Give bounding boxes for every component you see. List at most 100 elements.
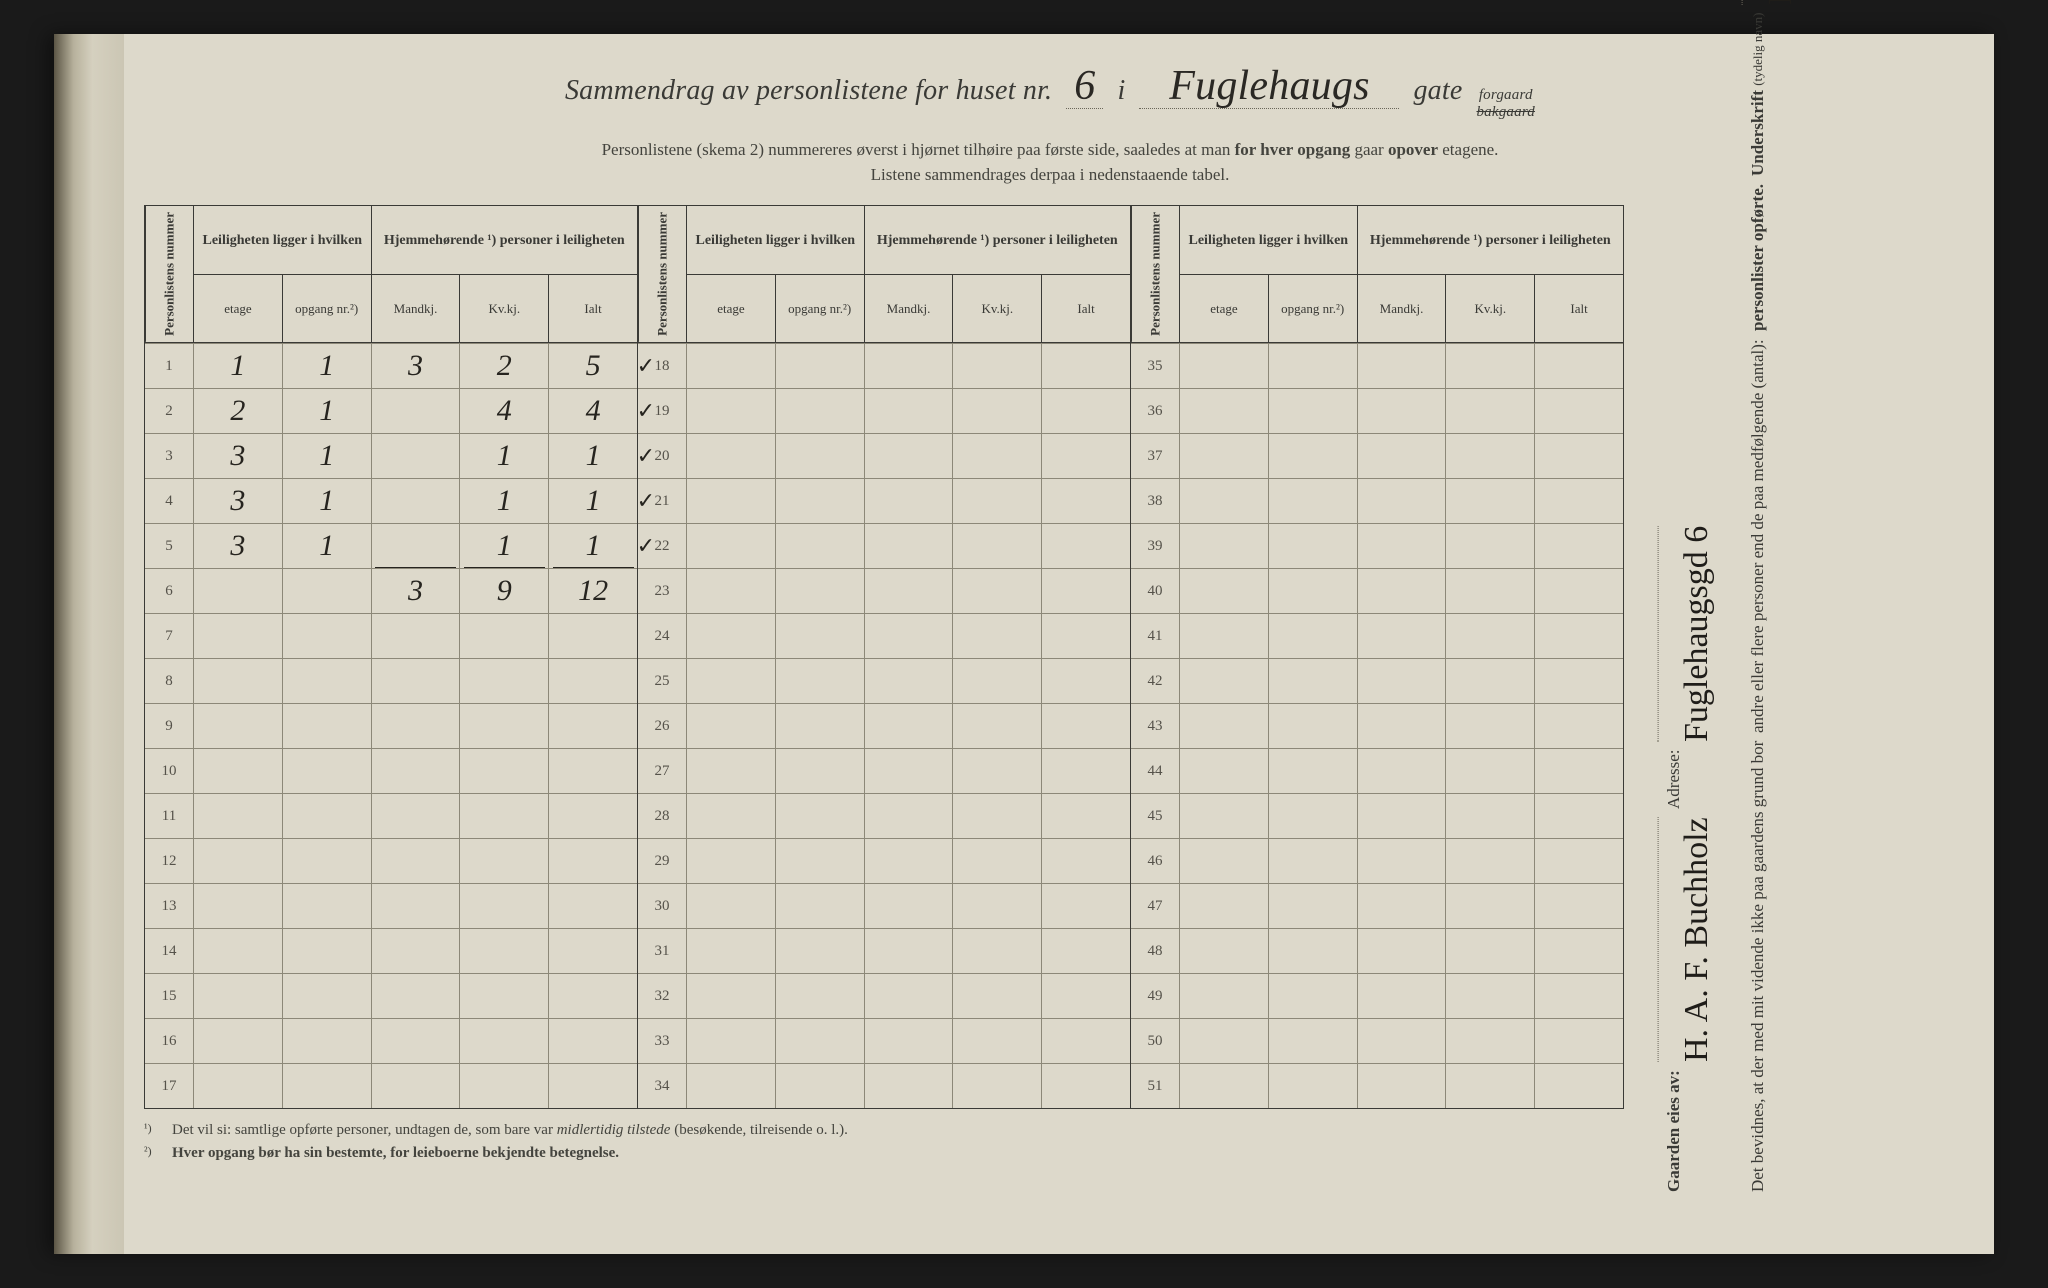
cell-ialt	[1041, 344, 1130, 388]
cell-mand	[1357, 749, 1446, 793]
cell-kv	[1445, 839, 1534, 883]
cell-ialt	[1534, 344, 1623, 388]
cell-opgang	[282, 929, 371, 973]
row-number: 26	[638, 704, 686, 748]
cell-mand	[864, 839, 953, 883]
handwritten-sum: 3	[408, 574, 423, 608]
cell-ialt	[548, 794, 637, 838]
row-number: 35	[1131, 344, 1179, 388]
cell-etage	[686, 704, 775, 748]
cell-mand	[864, 434, 953, 478]
cell-mand	[1357, 839, 1446, 883]
side-panel: Gaarden eies av: H. A. F. Buchholz Adres…	[1658, 188, 1948, 1192]
col-personlist-nummer: Personlistens nummer	[145, 206, 193, 342]
cell-etage	[686, 569, 775, 613]
row-number: 18	[638, 344, 686, 388]
table-row: 53111✓	[145, 523, 637, 568]
cell-opgang	[1268, 839, 1357, 883]
owner-label: Gaarden eies av:	[1664, 1070, 1683, 1192]
row-number: 3	[145, 434, 193, 478]
cell-kv	[952, 659, 1041, 703]
row-number: 7	[145, 614, 193, 658]
cell-kv: 9	[459, 569, 548, 613]
table-row: 11	[145, 793, 637, 838]
cell-mand	[371, 1019, 460, 1063]
cell-ialt	[1534, 1019, 1623, 1063]
cell-etage	[686, 434, 775, 478]
cell-ialt	[1041, 524, 1130, 568]
cell-ialt	[1534, 659, 1623, 703]
cell-kv: 1	[459, 479, 548, 523]
table-row: 22	[638, 523, 1130, 568]
cell-ialt	[1041, 974, 1130, 1018]
cell-opgang	[775, 1064, 864, 1108]
col-sub: Kv.kj.	[459, 275, 548, 342]
cell-mand	[1357, 389, 1446, 433]
col-sub: Kv.kj.	[1445, 275, 1534, 342]
footnote-2-marker: ²)	[144, 1142, 162, 1165]
handwritten-value: 4	[497, 394, 512, 428]
cell-etage	[1179, 1019, 1268, 1063]
cell-mand	[371, 839, 460, 883]
col-personlist-nummer: Personlistens nummer	[1131, 206, 1179, 342]
cell-opgang	[775, 929, 864, 973]
cell-etage	[1179, 389, 1268, 433]
row-number: 29	[638, 839, 686, 883]
cell-ialt	[1041, 389, 1130, 433]
cell-etage	[1179, 614, 1268, 658]
cell-mand	[1357, 434, 1446, 478]
cell-ialt	[1534, 974, 1623, 1018]
table-row: 43111✓	[145, 478, 637, 523]
cell-opgang	[1268, 479, 1357, 523]
cell-ialt	[548, 749, 637, 793]
handwritten-value: 4	[586, 394, 601, 428]
cell-opgang	[282, 974, 371, 1018]
table-row: 21	[638, 478, 1130, 523]
cell-mand	[864, 749, 953, 793]
row-number: 21	[638, 479, 686, 523]
table-row: 20	[638, 433, 1130, 478]
table-row: 29	[638, 838, 1130, 883]
cell-kv	[952, 434, 1041, 478]
cell-etage	[1179, 524, 1268, 568]
cell-kv	[459, 839, 548, 883]
handwritten-value: 1	[586, 439, 601, 473]
cell-kv	[459, 1064, 548, 1108]
table-row: 22144✓	[145, 388, 637, 433]
table-row: 27	[638, 748, 1130, 793]
cell-kv	[459, 749, 548, 793]
cell-mand	[864, 1019, 953, 1063]
row-number: 16	[145, 1019, 193, 1063]
scanned-page: Sammendrag av personlistene for huset nr…	[54, 34, 1994, 1254]
row-number: 6	[145, 569, 193, 613]
attestation-column: Det bevidnes, at der med mit vidende ikk…	[1742, 188, 1814, 1192]
cell-etage	[686, 749, 775, 793]
row-number: 20	[638, 434, 686, 478]
table-row: 7	[145, 613, 637, 658]
table-row: 44	[1131, 748, 1623, 793]
cell-mand	[1357, 929, 1446, 973]
cell-mand	[1357, 569, 1446, 613]
cell-ialt	[1534, 839, 1623, 883]
handwritten-value: 1	[497, 439, 512, 473]
cell-opgang	[775, 614, 864, 658]
cell-opgang: 1	[282, 434, 371, 478]
cell-opgang	[1268, 614, 1357, 658]
row-number: 24	[638, 614, 686, 658]
table-row: 34	[638, 1063, 1130, 1108]
cell-mand	[1357, 1064, 1446, 1108]
cell-kv	[1445, 929, 1534, 973]
cell-opgang	[1268, 524, 1357, 568]
col-group-hjemmehorende: Hjemmehørende ¹) personer i leiligheten	[864, 206, 1130, 274]
col-group-leilighet: Leiligheten ligger i hvilken	[193, 206, 371, 274]
header-sub-row: etageopgang nr.²)Mandkj.Kv.kj.Ialt	[686, 274, 1130, 342]
title-prefix: Sammendrag av personlistene for huset nr…	[565, 75, 1052, 107]
cell-opgang	[775, 434, 864, 478]
cell-ialt	[548, 1019, 637, 1063]
cell-mand	[864, 884, 953, 928]
col-sub: opgang nr.²)	[1268, 275, 1357, 342]
cell-opgang	[775, 704, 864, 748]
cell-mand	[864, 344, 953, 388]
cell-opgang	[282, 794, 371, 838]
col-sub: Mandkj.	[864, 275, 953, 342]
